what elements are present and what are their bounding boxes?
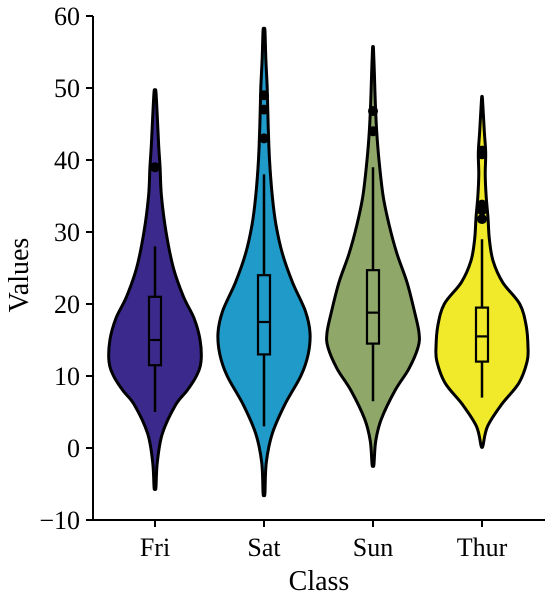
y-axis-title: Values <box>4 238 35 313</box>
violin-group-sat <box>216 26 312 498</box>
box-fri <box>147 295 163 367</box>
outlier-thur-5 <box>477 145 487 156</box>
outlier-fri-1 <box>150 162 160 173</box>
y-tick-label: 20 <box>54 290 80 319</box>
box-thur <box>474 306 490 363</box>
y-tick-label: 10 <box>54 362 80 391</box>
violin-group-sun <box>325 45 421 468</box>
box-sun <box>365 269 381 345</box>
x-tick-label-fri: Fri <box>140 533 170 562</box>
outlier-thur-1 <box>477 214 487 225</box>
outlier-sat-1 <box>259 133 269 144</box>
axes: −10 0 10 20 30 40 50 60 Fri Sat Sun Thur Class Val… <box>4 2 545 597</box>
outlier-sat-2 <box>259 104 269 115</box>
y-ticks: −10 0 10 20 30 40 50 60 <box>39 2 93 535</box>
x-axis-title: Class <box>289 566 350 597</box>
y-tick-label: 50 <box>54 74 80 103</box>
outlier-sat-3 <box>259 90 269 101</box>
y-tick-label: 0 <box>67 434 80 463</box>
plot-area <box>107 26 530 498</box>
x-tick-label-sun: Sun <box>353 533 393 562</box>
y-tick-label: 60 <box>54 2 80 31</box>
outlier-sun-1 <box>368 126 378 137</box>
violin-group-thur <box>434 94 530 449</box>
x-ticks: Fri Sat Sun Thur <box>140 520 508 562</box>
outlier-sun-2 <box>368 106 378 117</box>
violin-group-fri <box>107 88 203 491</box>
y-tick-label: 30 <box>54 218 80 247</box>
x-tick-label-thur: Thur <box>457 533 508 562</box>
y-tick-label: 40 <box>54 146 80 175</box>
x-tick-label-sat: Sat <box>247 533 281 562</box>
box-sat <box>256 274 272 356</box>
y-tick-label: −10 <box>39 506 80 535</box>
outlier-thur-3 <box>477 199 487 210</box>
